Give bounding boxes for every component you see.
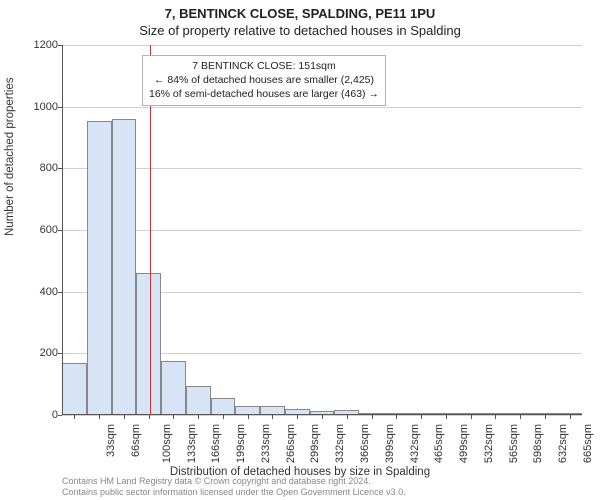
x-tick-label: 499sqm: [458, 424, 470, 463]
histogram-bar: [112, 119, 137, 415]
histogram-bar: [186, 386, 211, 415]
y-tick-label: 0: [30, 409, 58, 421]
x-tick-label: 465sqm: [433, 424, 445, 463]
x-tick-label: 233sqm: [260, 424, 272, 463]
y-tick-label: 1000: [30, 101, 58, 113]
x-tick-mark: [124, 415, 125, 419]
x-tick-mark: [272, 415, 273, 419]
y-axis-label: Number of detached properties: [4, 77, 16, 236]
x-tick-label: 332sqm: [334, 424, 346, 463]
y-tick-mark: [58, 45, 62, 46]
x-tick-label: 199sqm: [235, 424, 247, 463]
y-tick-mark: [58, 168, 62, 169]
x-tick-label: 366sqm: [359, 424, 371, 463]
credit-line-2: Contains public sector information licen…: [62, 487, 406, 498]
x-tick-label: 266sqm: [285, 424, 297, 463]
x-tick-mark: [495, 415, 496, 419]
x-tick-mark: [297, 415, 298, 419]
x-tick-label: 299sqm: [310, 424, 322, 463]
histogram-bar: [161, 361, 186, 415]
y-tick-mark: [58, 415, 62, 416]
grid-line: [62, 230, 582, 231]
credit-line-1: Contains HM Land Registry data © Crown c…: [62, 476, 406, 487]
x-tick-mark: [99, 415, 100, 419]
x-tick-mark: [446, 415, 447, 419]
x-tick-mark: [421, 415, 422, 419]
y-tick-label: 600: [30, 224, 58, 236]
credit-text: Contains HM Land Registry data © Crown c…: [62, 476, 406, 499]
x-tick-mark: [149, 415, 150, 419]
y-tick-label: 800: [30, 162, 58, 174]
histogram-bar: [211, 398, 236, 415]
y-tick-mark: [58, 230, 62, 231]
y-tick-mark: [58, 292, 62, 293]
grid-line: [62, 45, 582, 46]
x-tick-label: 33sqm: [105, 424, 117, 457]
grid-line: [62, 107, 582, 108]
x-tick-mark: [198, 415, 199, 419]
x-tick-label: 632sqm: [557, 424, 569, 463]
x-tick-label: 432sqm: [409, 424, 421, 463]
y-tick-mark: [58, 107, 62, 108]
x-tick-mark: [520, 415, 521, 419]
x-tick-mark: [396, 415, 397, 419]
x-tick-label: 166sqm: [211, 424, 223, 463]
annotation-line-2: ← 84% of detached houses are smaller (2,…: [149, 73, 379, 87]
histogram-bar: [136, 273, 161, 415]
chart-title-sub: Size of property relative to detached ho…: [0, 21, 600, 38]
x-tick-mark: [173, 415, 174, 419]
chart-container: 7, BENTINCK CLOSE, SPALDING, PE11 1PU Si…: [0, 0, 600, 500]
histogram-bar: [62, 363, 87, 415]
x-tick-mark: [347, 415, 348, 419]
x-tick-label: 399sqm: [384, 424, 396, 463]
x-tick-mark: [570, 415, 571, 419]
x-tick-mark: [545, 415, 546, 419]
x-tick-mark: [74, 415, 75, 419]
plot-area: 7 BENTINCK CLOSE: 151sqm ← 84% of detach…: [62, 45, 582, 415]
x-tick-mark: [471, 415, 472, 419]
x-tick-label: 133sqm: [186, 424, 198, 463]
x-tick-label: 565sqm: [508, 424, 520, 463]
y-tick-mark: [58, 353, 62, 354]
annotation-box: 7 BENTINCK CLOSE: 151sqm ← 84% of detach…: [142, 55, 386, 106]
annotation-line-1: 7 BENTINCK CLOSE: 151sqm: [149, 59, 379, 73]
x-tick-mark: [248, 415, 249, 419]
histogram-bar: [87, 121, 112, 415]
x-tick-label: 665sqm: [582, 424, 594, 463]
x-tick-label: 100sqm: [161, 424, 173, 463]
x-tick-mark: [372, 415, 373, 419]
x-tick-mark: [223, 415, 224, 419]
y-tick-label: 200: [30, 347, 58, 359]
y-tick-label: 400: [30, 286, 58, 298]
grid-line: [62, 168, 582, 169]
x-tick-mark: [322, 415, 323, 419]
x-tick-label: 532sqm: [483, 424, 495, 463]
annotation-line-3: 16% of semi-detached houses are larger (…: [149, 87, 379, 101]
y-axis-line: [62, 45, 63, 415]
x-tick-label: 66sqm: [130, 424, 142, 457]
y-tick-label: 1200: [30, 39, 58, 51]
chart-title-main: 7, BENTINCK CLOSE, SPALDING, PE11 1PU: [0, 0, 600, 21]
x-tick-label: 598sqm: [532, 424, 544, 463]
